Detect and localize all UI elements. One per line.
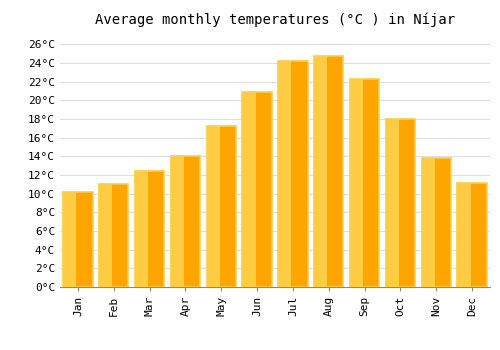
- Title: Average monthly temperatures (°C ) in Níjar: Average monthly temperatures (°C ) in Ní…: [95, 12, 455, 27]
- Bar: [99, 184, 128, 287]
- Bar: [170, 156, 200, 287]
- Bar: [458, 183, 487, 287]
- Bar: [206, 126, 220, 287]
- Bar: [63, 192, 92, 287]
- Bar: [458, 183, 470, 287]
- Bar: [278, 61, 291, 287]
- Bar: [278, 61, 308, 287]
- Bar: [350, 79, 380, 287]
- Bar: [206, 126, 236, 287]
- Bar: [135, 171, 164, 287]
- Bar: [350, 79, 363, 287]
- Bar: [422, 158, 451, 287]
- Bar: [135, 171, 148, 287]
- Bar: [386, 119, 399, 287]
- Bar: [422, 158, 435, 287]
- Bar: [242, 92, 272, 287]
- Bar: [314, 56, 328, 287]
- Bar: [99, 184, 112, 287]
- Bar: [170, 156, 184, 287]
- Bar: [314, 56, 344, 287]
- Bar: [386, 119, 415, 287]
- Bar: [63, 192, 76, 287]
- Bar: [242, 92, 256, 287]
